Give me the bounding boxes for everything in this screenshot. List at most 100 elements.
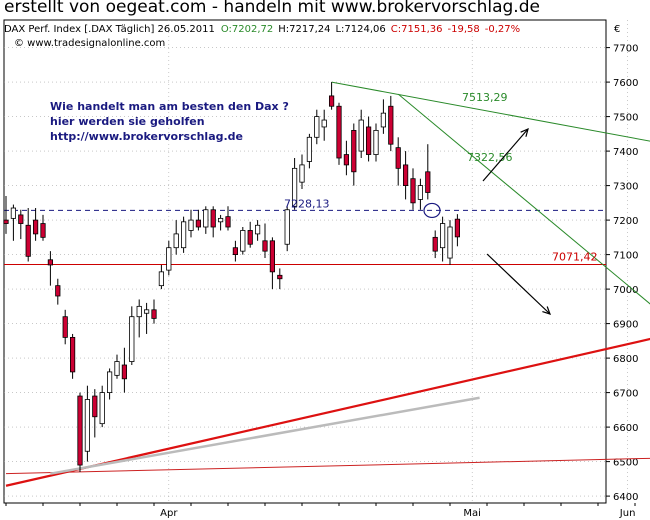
candle-up [254, 224, 261, 235]
x-tick-label: Apr [160, 508, 178, 519]
y-axis: 6400 6500 6600 6700 6800 6900 7000 7100 7200 7300… [606, 44, 638, 503]
candle-down [425, 171, 431, 193]
line-ma-grey [50, 396, 480, 475]
y-tick-label: 7300 [613, 182, 638, 193]
candle-down [328, 95, 335, 107]
candle-up [314, 116, 320, 138]
candle-down [351, 129, 357, 173]
candles [3, 82, 461, 472]
candle-down [336, 105, 342, 159]
y-tick-label: 7200 [613, 216, 638, 227]
candle-down [395, 147, 401, 169]
candle-down [365, 126, 372, 155]
candle-down [47, 259, 54, 266]
candle-down [92, 395, 98, 418]
candle-down [62, 316, 68, 338]
candle-up [203, 209, 209, 228]
y-tick-label: 7700 [613, 44, 638, 55]
candle-up [417, 185, 424, 200]
candle-down [3, 219, 9, 224]
info-low: L:7124,06 [335, 24, 385, 35]
candle-up [114, 361, 120, 376]
y-tick-label: 7000 [613, 285, 638, 296]
arrow-up-head [520, 127, 529, 137]
test-marker-ellipse [423, 202, 441, 219]
x-tick-label: Mai [463, 508, 481, 519]
candle-up [10, 207, 16, 219]
candle-up [358, 119, 364, 152]
candle-down [343, 154, 350, 166]
note-line: http://www.brokervorschlag.de [50, 130, 243, 143]
candle-down [454, 218, 461, 238]
line-uptrend-low [5, 457, 650, 475]
candle-up [158, 271, 164, 287]
line-trend-7513 [331, 81, 650, 142]
candle-down [77, 395, 83, 466]
trend-lines [4, 81, 650, 487]
grid [3, 19, 628, 504]
candle-down [232, 247, 238, 255]
y-tick-label: 7100 [613, 251, 638, 262]
candle-down [70, 336, 76, 373]
page-title: erstellt von oegeat.com - handeln mit ww… [4, 0, 540, 17]
currency-symbol: € [614, 24, 620, 35]
candle-down [151, 309, 157, 319]
candle-up [107, 371, 113, 393]
candle-up [136, 305, 142, 318]
source-credit: © www.tradesignalonline.com [14, 38, 165, 49]
candle-up [180, 221, 187, 249]
candle-down [40, 223, 46, 238]
candle-up [129, 316, 135, 362]
info-close: C:7151,36 [391, 24, 443, 35]
y-tick-label: 6500 [613, 458, 638, 469]
info-high: H:7217,24 [278, 24, 330, 35]
x-tick-label: Jun [619, 508, 636, 519]
candle-up [291, 167, 298, 207]
line-uptrend-main [5, 337, 650, 487]
candle-down [18, 214, 24, 224]
candle-up [143, 309, 150, 314]
line-trend-7322 [397, 93, 650, 305]
candle-down [210, 209, 216, 228]
info-change-pct: -0,27% [485, 24, 520, 35]
candle-down [33, 219, 39, 235]
candle-up [373, 129, 379, 155]
y-tick-label: 6400 [613, 492, 638, 503]
candle-down [262, 240, 268, 252]
label-7228: 7228,13 [284, 197, 330, 210]
note-line: Wie handelt man am besten den Dax ? [50, 100, 289, 113]
candle-up [284, 209, 290, 245]
y-tick-label: 7400 [613, 147, 638, 158]
candle-down [195, 219, 201, 228]
candle-down [55, 285, 61, 297]
arrow-down [486, 253, 551, 315]
y-tick-label: 6700 [613, 389, 638, 400]
y-tick-label: 7500 [613, 113, 638, 124]
candle-up [217, 217, 224, 223]
info-open: O:7202,72 [221, 24, 273, 35]
candle-down [269, 240, 276, 273]
note-line: hier werden sie geholfen [50, 115, 205, 128]
arrow-down-head [542, 306, 551, 315]
candle-up [188, 219, 194, 231]
candle-down [410, 178, 416, 204]
x-axis: Apr Mai Jun [5, 503, 636, 519]
candle-up [166, 247, 172, 271]
candle-up [99, 392, 105, 425]
candle-up [84, 399, 90, 452]
info-change: -19,58 [448, 24, 480, 35]
y-tick-label: 6600 [613, 423, 638, 434]
candle-down [402, 164, 409, 186]
candle-up [380, 112, 387, 128]
candle-up [173, 233, 179, 249]
candle-down [25, 224, 31, 257]
y-tick-label: 7600 [613, 78, 638, 89]
info-title: DAX Perf. Index [.DAX Täglich] 26.05.201… [4, 24, 215, 35]
candle-down [388, 105, 394, 145]
label-7513: 7513,29 [462, 91, 508, 104]
candle-down [277, 274, 283, 280]
candle-up [321, 119, 327, 128]
candle-down [247, 230, 253, 245]
